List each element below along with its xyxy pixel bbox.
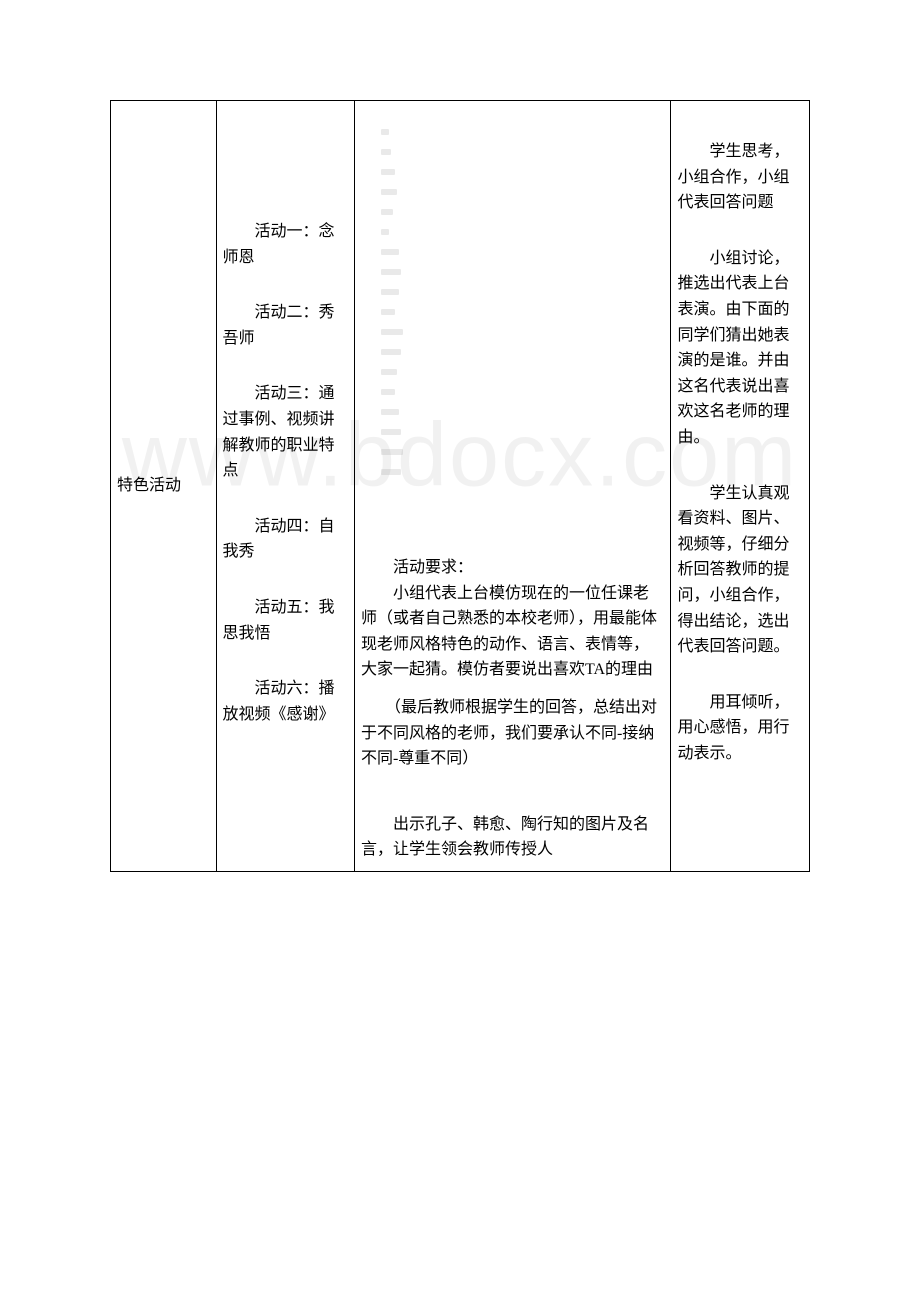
requirement-body: 小组代表上台模仿现在的一位任课老师（或者自己熟悉的本校老师），用最能体现老师风格…: [361, 581, 665, 683]
table-row: 特色活动 活动一：念师恩 活动二：秀吾师 活动三：通过事例、视频讲解教师的职业特…: [111, 101, 810, 872]
lesson-plan-table: 特色活动 活动一：念师恩 活动二：秀吾师 活动三：通过事例、视频讲解教师的职业特…: [110, 100, 810, 872]
activity-4: 活动四：自我秀: [223, 514, 348, 565]
requirement-title: 活动要求：: [361, 555, 665, 581]
details-cell: 活动要求： 小组代表上台模仿现在的一位任课老师（或者自己熟悉的本校老师），用最能…: [354, 101, 671, 872]
activity-5: 活动五：我思我悟: [223, 595, 348, 646]
student-action-1: 学生思考，小组合作，小组代表回答问题: [677, 139, 803, 216]
activity-2: 活动二：秀吾师: [223, 300, 348, 351]
category-label: 特色活动: [117, 473, 210, 499]
category-cell: 特色活动: [111, 101, 217, 872]
activity-3: 活动三：通过事例、视频讲解教师的职业特点: [223, 381, 348, 483]
student-action-2: 小组讨论，推选出代表上台表演。由下面的同学们猜出她表演的是谁。并由这名代表说出喜…: [677, 246, 803, 451]
activity-6: 活动六：播放视频《感谢》: [223, 676, 348, 727]
faded-image-placeholder: [361, 109, 665, 505]
requirement-note: （最后教师根据学生的回答，总结出对于不同风格的老师，我们要承认不同-接纳不同-尊…: [361, 695, 665, 772]
activity-1: 活动一：念师恩: [223, 219, 348, 270]
student-actions-cell: 学生思考，小组合作，小组代表回答问题 小组讨论，推选出代表上台表演。由下面的同学…: [671, 101, 810, 872]
requirement-last: 出示孔子、韩愈、陶行知的图片及名言，让学生领会教师传授人: [361, 812, 665, 863]
student-action-3: 学生认真观看资料、图片、视频等，仔细分析回答教师的提问，小组合作，得出结论，选出…: [677, 481, 803, 660]
student-action-4: 用耳倾听，用心感悟，用行动表示。: [677, 690, 803, 767]
activities-cell: 活动一：念师恩 活动二：秀吾师 活动三：通过事例、视频讲解教师的职业特点 活动四…: [216, 101, 354, 872]
